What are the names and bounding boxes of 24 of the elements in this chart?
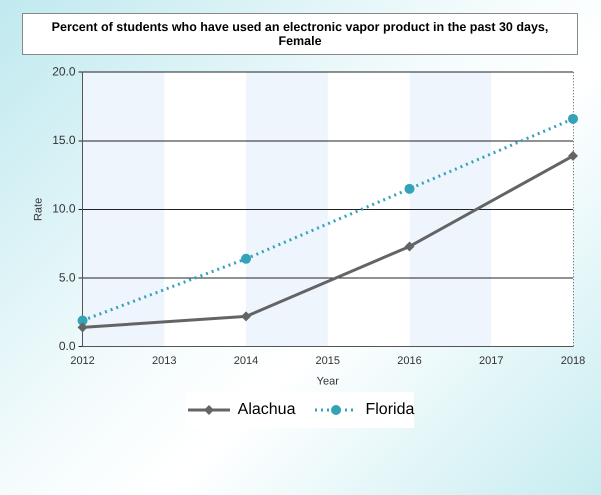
y-axis-title: Rate [32,198,45,222]
x-axis-title: Year [316,375,340,388]
point [78,322,88,332]
x-tick-label: 2018 [560,355,586,368]
x-tick-label: 2012 [70,355,95,368]
x-tick-label: 2015 [316,355,340,368]
point [241,311,252,322]
y-tick-label: 10.0 [52,202,76,216]
y-tick-label: 20.0 [52,64,76,79]
point [241,254,252,264]
x-tick-label: 2013 [152,355,177,368]
y-tick-label: 15.0 [52,133,76,148]
x-tick-label: 2014 [234,355,258,368]
point [568,114,578,124]
y-tick-label: 5.0 [58,270,76,284]
legend-label: Alachua [238,401,296,419]
point [404,241,415,252]
y-tick-label: 0.0 [58,338,76,353]
x-tick-label: 2017 [479,355,504,368]
point [404,184,415,194]
x-tick-label: 2016 [397,355,422,368]
legend-label: Florida [365,401,414,419]
chart-title: Percent of students who have used an electronic vapor product in the past 30 days, Female [22,13,578,55]
point [568,150,578,161]
